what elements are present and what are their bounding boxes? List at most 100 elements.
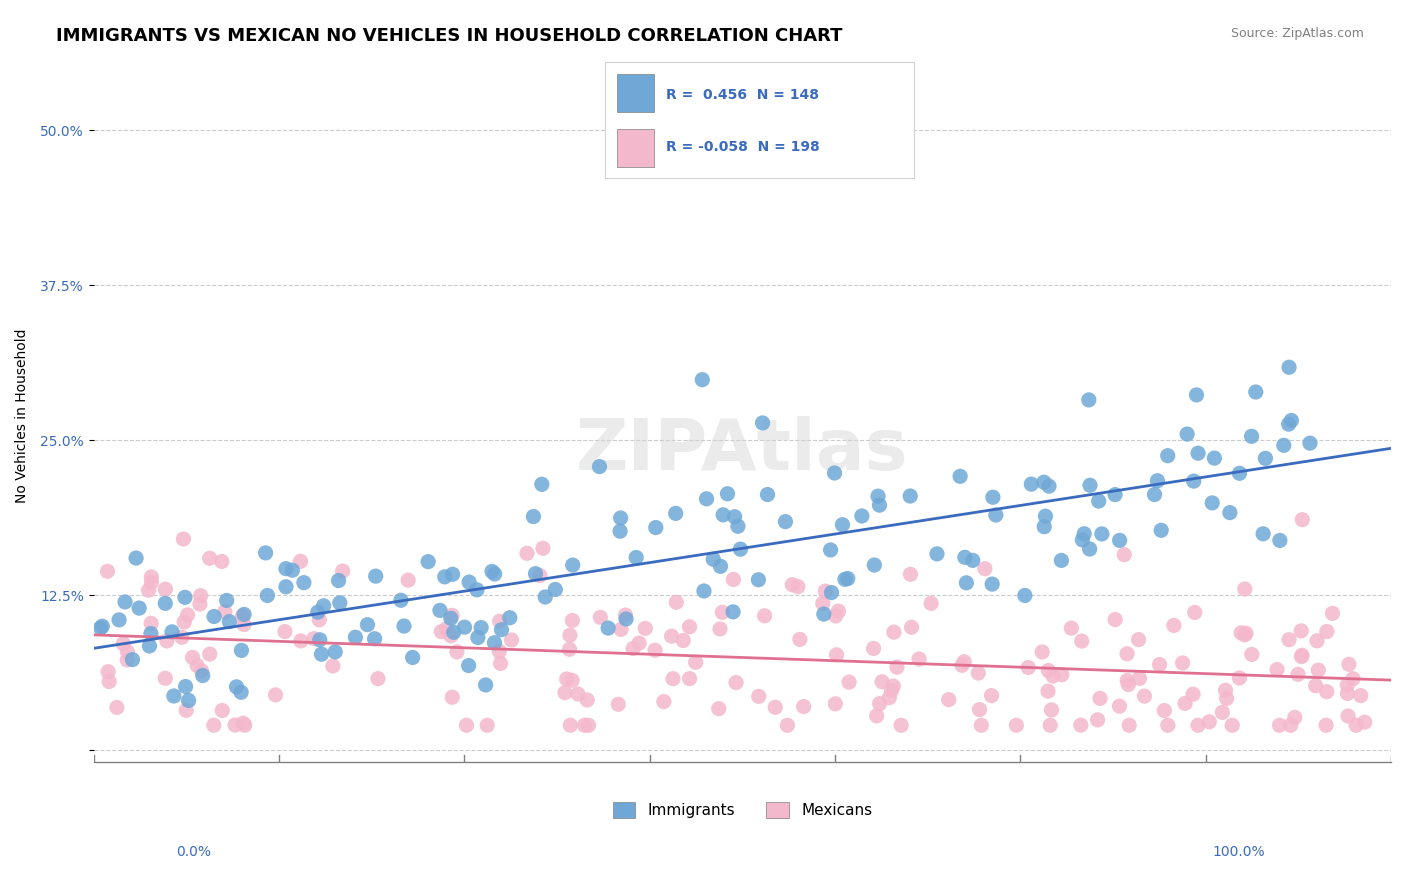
Point [98,674,121,689]
Point [1240,429,1263,443]
Point [1118,718,1140,732]
Point [1289,624,1312,638]
Point [969,702,991,716]
Point [1305,679,1327,693]
Point [1039,718,1062,732]
Point [838,675,860,690]
Point [499,611,522,625]
Point [155,582,177,597]
Point [834,572,856,586]
Point [440,629,463,643]
Point [1114,548,1136,562]
Point [1291,513,1313,527]
Text: Source: ZipAtlas.com: Source: ZipAtlas.com [1230,27,1364,40]
Point [751,416,773,430]
Point [311,647,333,661]
Point [558,642,581,657]
Point [160,624,183,639]
Point [215,593,238,607]
Point [416,555,439,569]
Point [322,659,344,673]
Point [1116,647,1139,661]
Point [186,658,208,673]
Point [155,596,177,610]
Point [1234,626,1257,640]
Point [747,573,769,587]
Point [578,718,600,732]
Point [576,693,599,707]
Point [678,620,700,634]
Point [1279,413,1302,427]
Point [224,718,246,732]
Point [1184,606,1206,620]
Point [173,615,195,629]
Point [1251,526,1274,541]
Legend: Immigrants, Mexicans: Immigrants, Mexicans [606,796,879,824]
Point [938,692,960,706]
Point [702,552,724,566]
Point [176,607,198,622]
Point [1070,634,1092,648]
Point [470,621,492,635]
Point [665,507,688,521]
Point [1033,519,1056,533]
Point [1201,496,1223,510]
Point [491,623,513,637]
Point [1070,718,1092,732]
Point [1077,392,1099,407]
Point [97,665,120,679]
Point [1346,718,1368,732]
Point [730,542,752,557]
Point [567,687,589,701]
Point [588,459,610,474]
Point [1316,684,1339,698]
Point [598,621,620,635]
Point [1215,683,1237,698]
Point [786,580,808,594]
Point [292,575,315,590]
Point [225,680,247,694]
Point [121,652,143,666]
Point [709,559,731,574]
Point [1220,718,1243,732]
Point [1337,709,1360,723]
Point [1005,718,1028,732]
Point [981,490,1004,504]
Point [141,570,163,584]
Point [866,709,889,723]
Point [827,604,849,618]
Point [1219,506,1241,520]
Point [308,613,330,627]
Point [392,619,415,633]
Point [1230,625,1253,640]
Point [880,683,903,698]
Point [1336,678,1358,692]
Point [198,647,221,661]
Point [467,631,489,645]
FancyBboxPatch shape [617,74,654,112]
Point [1240,648,1263,662]
Point [621,641,644,656]
Point [644,643,666,657]
Point [1315,718,1337,732]
Point [312,599,335,613]
Point [1350,689,1372,703]
Point [430,624,453,639]
Point [233,718,256,732]
Point [690,373,713,387]
Point [190,589,212,603]
Point [440,611,463,625]
Point [1108,533,1130,548]
Point [950,658,973,673]
Point [115,653,138,667]
Point [662,672,685,686]
Point [869,697,891,711]
Point [446,645,468,659]
Point [1336,686,1358,700]
Point [1354,715,1376,730]
Point [328,574,350,588]
Point [1185,388,1208,402]
Point [1268,533,1291,548]
Point [1104,487,1126,501]
Text: R =  0.456  N = 148: R = 0.456 N = 148 [666,88,820,102]
